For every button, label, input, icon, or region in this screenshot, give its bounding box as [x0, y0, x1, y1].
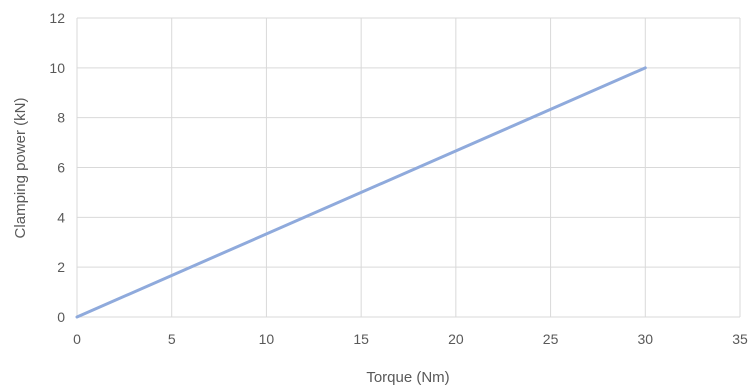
series-layer [75, 66, 647, 319]
x-axis-ticks: 0 5 10 15 20 25 30 35 [73, 331, 748, 347]
x-tick-label: 5 [168, 331, 176, 347]
gridlines [76, 17, 741, 318]
x-tick-label: 10 [259, 331, 275, 347]
x-tick-label: 35 [732, 331, 748, 347]
x-tick-label: 0 [73, 331, 81, 347]
x-tick-label: 20 [448, 331, 464, 347]
series-line [75, 66, 647, 319]
y-tick-label: 8 [57, 110, 65, 126]
y-tick-label: 0 [57, 309, 65, 325]
y-tick-label: 6 [57, 160, 65, 176]
y-axis-ticks: 0 2 4 6 8 10 12 [49, 10, 65, 325]
y-tick-label: 10 [49, 60, 65, 76]
y-tick-label: 2 [57, 259, 65, 275]
y-tick-label: 12 [49, 10, 65, 26]
x-tick-label: 15 [353, 331, 369, 347]
y-tick-label: 4 [57, 209, 65, 225]
x-tick-label: 25 [543, 331, 559, 347]
x-tick-label: 30 [637, 331, 653, 347]
y-axis-title: Clamping power (kN) [12, 98, 29, 239]
x-axis-title: Torque (Nm) [366, 369, 449, 386]
